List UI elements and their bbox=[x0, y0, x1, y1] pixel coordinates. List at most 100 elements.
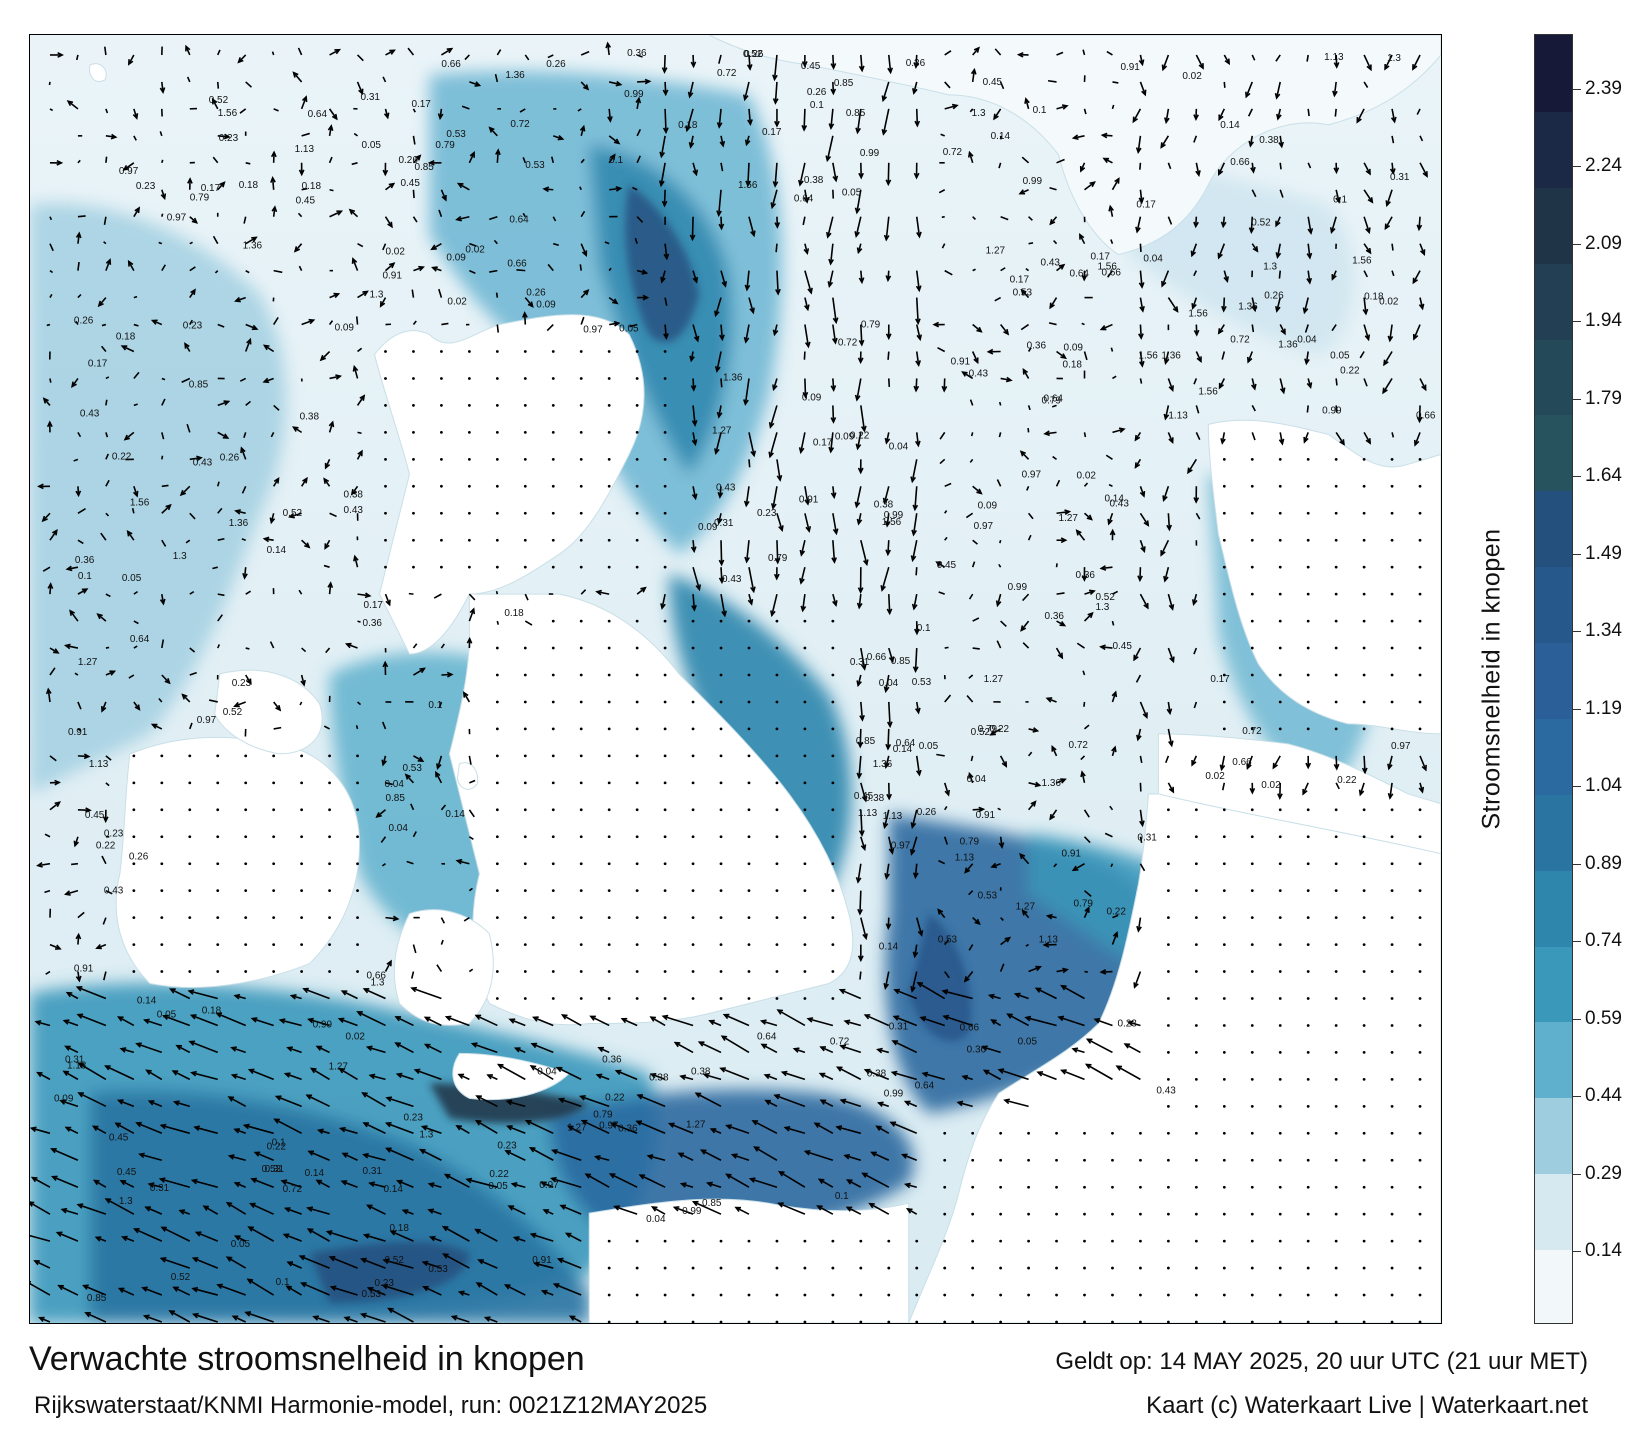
current-arrow bbox=[297, 47, 303, 56]
current-arrow bbox=[301, 647, 307, 653]
land-grid-dot bbox=[1222, 673, 1226, 677]
land-grid-dot bbox=[1334, 1051, 1338, 1054]
current-arrow-head bbox=[721, 280, 728, 288]
current-arrow bbox=[133, 323, 139, 327]
current-arrow-head bbox=[324, 543, 330, 550]
land-grid-dot bbox=[1306, 484, 1310, 488]
current-arrow-head bbox=[144, 1206, 151, 1212]
current-arrow bbox=[887, 351, 890, 360]
current-arrow bbox=[1384, 216, 1393, 229]
current-arrow-head bbox=[743, 399, 749, 406]
colorbar-tick bbox=[1573, 1173, 1581, 1175]
land-grid-dot bbox=[1166, 1104, 1170, 1108]
current-arrow-head bbox=[466, 636, 473, 644]
current-value-label: 0.31 bbox=[1390, 172, 1410, 183]
current-arrow-head bbox=[327, 124, 334, 131]
current-arrow bbox=[105, 646, 110, 649]
current-value-label: 0.38 bbox=[867, 1068, 887, 1079]
current-arrow-head bbox=[716, 210, 722, 218]
current-value-label: 0.05 bbox=[1018, 1036, 1038, 1047]
land-grid-dot bbox=[467, 565, 471, 569]
current-arrow-head bbox=[353, 554, 359, 562]
land-grid-dot bbox=[440, 511, 443, 515]
current-arrow-head bbox=[142, 1314, 150, 1320]
current-map[interactable]: 0.05 0.23 0.31 0.45 0.97 0.53 0.43 0.36 0.17 0.14… bbox=[29, 34, 1442, 1324]
current-arrow bbox=[1307, 243, 1311, 258]
current-value-label: 0.99 bbox=[624, 89, 644, 100]
current-value-label: 0.31 bbox=[363, 1166, 383, 1177]
land-grid-dot bbox=[188, 808, 192, 812]
current-arrow bbox=[353, 366, 359, 379]
land-grid-dot bbox=[1362, 565, 1366, 569]
current-value-label: 1.3 bbox=[370, 290, 384, 301]
current-arrow-head bbox=[437, 113, 444, 121]
current-arrow bbox=[629, 323, 638, 328]
land-grid-dot bbox=[1222, 1266, 1226, 1270]
current-arrow bbox=[802, 216, 806, 226]
land-grid-dot bbox=[1222, 592, 1226, 596]
current-arrow bbox=[231, 1046, 246, 1054]
land-grid-dot bbox=[635, 1266, 639, 1270]
current-arrow bbox=[397, 1073, 414, 1081]
current-arrow bbox=[369, 1182, 386, 1188]
current-arrow bbox=[709, 1020, 722, 1027]
current-arrow bbox=[761, 1020, 778, 1027]
land-grid-dot bbox=[663, 835, 667, 839]
current-arrow bbox=[395, 1042, 414, 1054]
land-grid-dot bbox=[160, 889, 164, 893]
current-arrow-head bbox=[887, 67, 894, 75]
land-grid-dot bbox=[1250, 1320, 1254, 1323]
land-grid-dot bbox=[1306, 1051, 1310, 1054]
current-arrow bbox=[804, 189, 808, 203]
current-value-label: 0.04 bbox=[879, 678, 899, 689]
current-value-label: 0.53 bbox=[428, 1264, 448, 1275]
land-grid-dot bbox=[691, 646, 695, 650]
land-grid-dot bbox=[663, 781, 667, 785]
current-arrow-head bbox=[164, 678, 171, 685]
current-arrow-head bbox=[55, 944, 62, 950]
land-grid-dot bbox=[1111, 1212, 1114, 1216]
current-arrow bbox=[1082, 49, 1086, 56]
current-value-label: 0.23 bbox=[757, 508, 777, 519]
current-value-label: 0.52 bbox=[209, 95, 229, 106]
current-arrow-head bbox=[344, 642, 352, 649]
current-arrow bbox=[351, 162, 358, 166]
land-grid-dot bbox=[1334, 1239, 1338, 1243]
current-arrow-head bbox=[832, 528, 839, 536]
land-grid-dot bbox=[719, 889, 723, 893]
land-grid-dot bbox=[328, 808, 331, 812]
current-arrow bbox=[881, 566, 890, 591]
current-value-label: 0.02 bbox=[385, 247, 405, 258]
current-arrow-head bbox=[772, 384, 778, 392]
current-arrow-head bbox=[774, 557, 781, 565]
current-arrow-head bbox=[650, 1206, 658, 1212]
current-arrow-head bbox=[1196, 356, 1202, 364]
current-arrow-head bbox=[1060, 353, 1067, 360]
current-arrow-head bbox=[225, 1201, 233, 1208]
current-arrow bbox=[328, 108, 338, 120]
current-arrow-head bbox=[510, 1182, 518, 1188]
current-arrow-head bbox=[388, 262, 396, 269]
current-arrow-head bbox=[96, 613, 103, 620]
current-arrow-head bbox=[1021, 909, 1028, 916]
current-value-label: 0.91 bbox=[951, 356, 971, 367]
current-arrow bbox=[570, 1315, 582, 1323]
current-value-label: 0.97 bbox=[539, 1180, 559, 1191]
current-arrow bbox=[941, 243, 946, 249]
current-arrow-head bbox=[858, 172, 864, 180]
current-arrow-head bbox=[911, 603, 918, 611]
current-arrow bbox=[885, 755, 890, 768]
current-arrow-head bbox=[187, 989, 195, 995]
current-arrow bbox=[692, 324, 699, 341]
current-arrow bbox=[772, 486, 778, 509]
current-arrow bbox=[608, 81, 621, 86]
land-grid-dot bbox=[831, 997, 835, 1000]
current-arrow bbox=[692, 162, 698, 175]
land-grid-dot bbox=[1390, 565, 1394, 569]
current-arrow bbox=[944, 510, 948, 514]
current-arrow bbox=[939, 431, 946, 440]
current-arrow bbox=[174, 1101, 190, 1108]
land-grid-dot bbox=[887, 1293, 891, 1297]
colorbar-tick bbox=[1573, 708, 1581, 710]
current-value-label: 0.09 bbox=[978, 500, 998, 511]
